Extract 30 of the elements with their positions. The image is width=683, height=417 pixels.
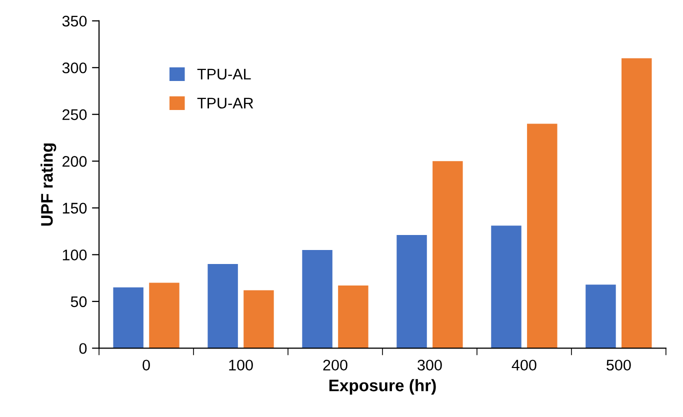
legend-label: TPU-AL: [197, 68, 251, 80]
bar: [113, 287, 144, 348]
y-axis-title: UPF rating: [40, 144, 56, 226]
bar: [491, 226, 522, 348]
y-tick-label: 100: [62, 250, 87, 260]
x-tick-label: 0: [142, 360, 150, 371]
bar: [586, 284, 616, 348]
x-tick-label: 500: [606, 360, 631, 371]
bar: [622, 58, 652, 348]
x-tick-label: 100: [229, 360, 253, 371]
x-tick-label: 300: [418, 360, 442, 371]
y-tick-label: 300: [62, 62, 87, 74]
y-tick-label: 350: [62, 16, 87, 27]
bar: [302, 250, 332, 348]
legend-label: TPU-AR: [197, 98, 254, 109]
x-tick-label: 400: [512, 360, 536, 371]
x-axis-title: Exposure (hr): [329, 379, 436, 395]
bar: [208, 264, 238, 348]
bar: [432, 161, 463, 348]
bar: [338, 286, 368, 348]
y-tick-label: 150: [62, 202, 87, 214]
bar: [244, 290, 274, 348]
x-tick-label: 200: [323, 360, 348, 371]
bar: [396, 235, 427, 348]
y-tick-label: 250: [62, 109, 87, 120]
y-tick-label: 50: [70, 296, 87, 308]
bar: [149, 282, 180, 348]
y-tick-label: 200: [62, 156, 87, 167]
bar: [527, 124, 558, 348]
y-tick-label: 0: [79, 343, 87, 354]
